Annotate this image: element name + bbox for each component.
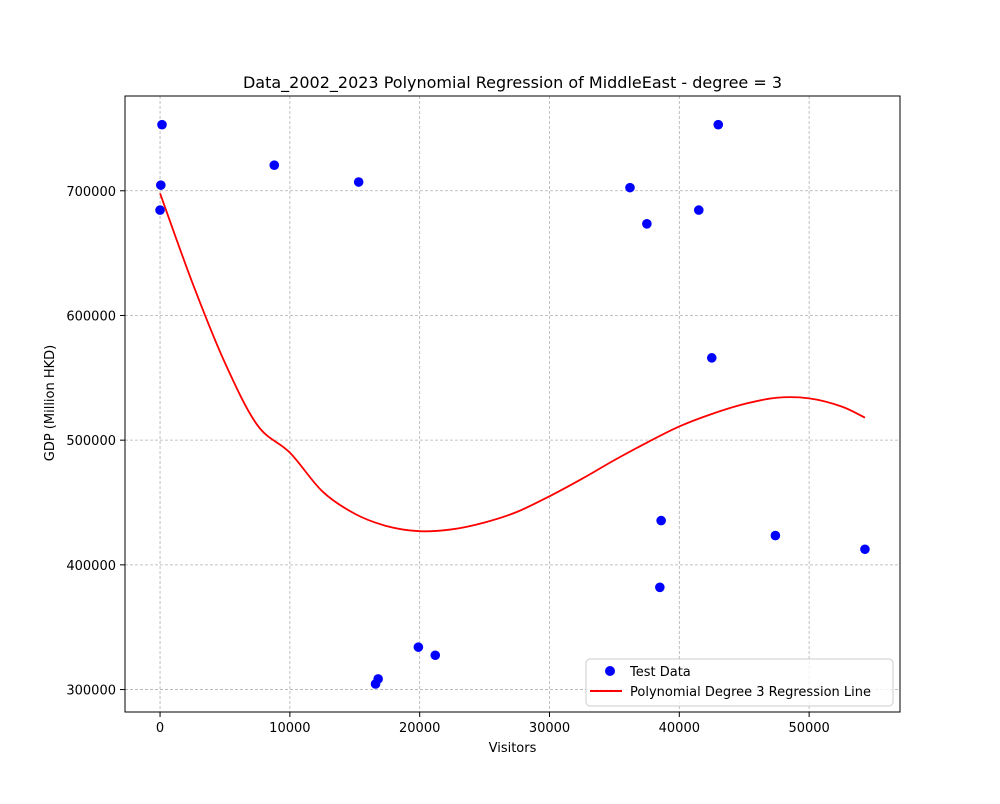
- grid-layer: [125, 96, 900, 712]
- legend-label-test-data: Test Data: [629, 665, 691, 680]
- data-point: [625, 182, 635, 193]
- regression-line-layer: [159, 192, 866, 533]
- data-point: [155, 205, 165, 215]
- data-point: [642, 219, 652, 229]
- x-axis-label: Visitors: [489, 741, 537, 756]
- legend-label-regression-line: Polynomial Degree 3 Regression Line: [630, 685, 871, 700]
- data-point: [656, 515, 666, 526]
- x-tick-label: 40000: [659, 721, 700, 736]
- y-axis-ticks: 300000 400000 500000 600000 700000: [66, 185, 125, 699]
- x-axis-ticks: 0 10000 20000 30000 40000 50000: [156, 712, 830, 736]
- x-tick-label: 20000: [399, 721, 440, 736]
- data-point: [655, 582, 665, 593]
- data-point: [713, 119, 724, 130]
- plot-area-frame: [124, 95, 901, 713]
- x-tick-label: 10000: [269, 721, 310, 736]
- data-point: [156, 180, 166, 190]
- y-axis-label: GDP (Million HKD): [43, 345, 58, 462]
- data-point: [373, 674, 383, 684]
- chart-title: Data_2002_2023 Polynomial Regression of …: [243, 73, 782, 93]
- data-point: [353, 177, 364, 187]
- data-point: [157, 119, 167, 130]
- data-point: [770, 530, 781, 541]
- x-tick-label: 30000: [529, 721, 570, 736]
- y-tick-label: 700000: [66, 185, 116, 200]
- y-tick-label: 300000: [66, 684, 116, 699]
- y-tick-label: 500000: [66, 434, 116, 449]
- data-point: [693, 205, 704, 215]
- legend: Test Data Polynomial Degree 3 Regression…: [585, 658, 894, 707]
- data-point: [430, 650, 441, 661]
- x-tick-label: 0: [156, 721, 164, 736]
- scatter-points-layer: [155, 119, 870, 689]
- data-point: [706, 353, 717, 363]
- data-point: [860, 544, 870, 555]
- legend-box: [585, 658, 894, 707]
- data-point: [269, 160, 280, 171]
- y-tick-label: 400000: [66, 559, 116, 574]
- data-point: [413, 642, 424, 652]
- y-tick-label: 600000: [66, 309, 116, 324]
- x-tick-label: 50000: [788, 721, 829, 736]
- regression-line: [159, 192, 866, 533]
- legend-marker-test-data: [605, 666, 615, 676]
